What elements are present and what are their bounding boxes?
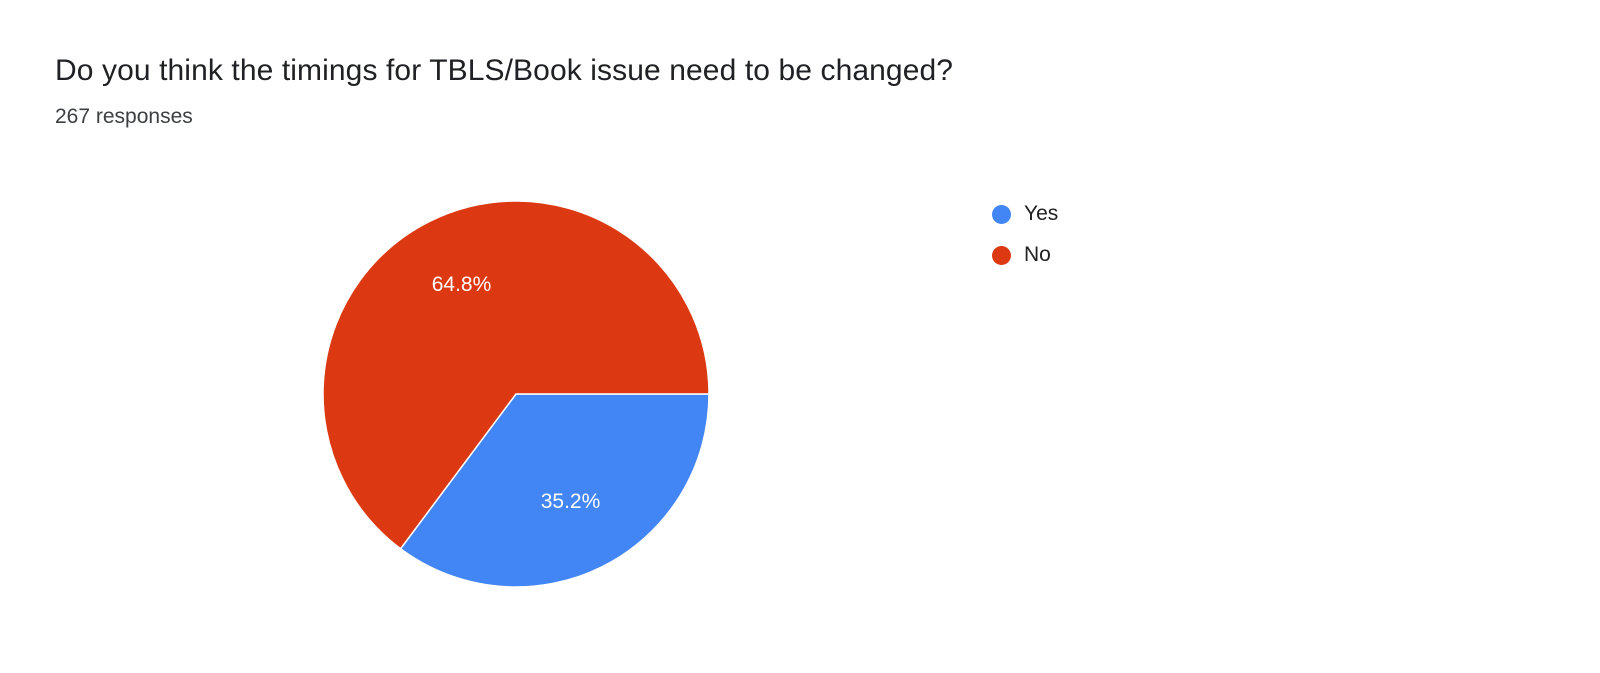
legend-label-no: No — [1024, 243, 1051, 266]
pie-slice-no[interactable] — [322, 200, 710, 550]
legend-item-no: No — [992, 243, 1058, 267]
pie-slice-yes[interactable] — [399, 393, 710, 588]
legend-swatch-yes-icon — [992, 204, 1011, 224]
legend-label-yes: Yes — [1024, 202, 1059, 225]
slice-label-no: 64.8% — [432, 273, 492, 296]
response-count: 267 responses — [55, 105, 193, 128]
pie-chart: 35.2% 64.8% — [320, 198, 712, 590]
chart-legend: Yes No — [992, 202, 1058, 284]
pie-chart-svg: 35.2% 64.8% — [322, 200, 710, 588]
slice-label-yes: 35.2% — [541, 490, 601, 513]
legend-item-yes: Yes — [992, 202, 1058, 226]
legend-swatch-no-icon — [992, 245, 1011, 265]
question-title: Do you think the timings for TBLS/Book i… — [55, 54, 954, 87]
